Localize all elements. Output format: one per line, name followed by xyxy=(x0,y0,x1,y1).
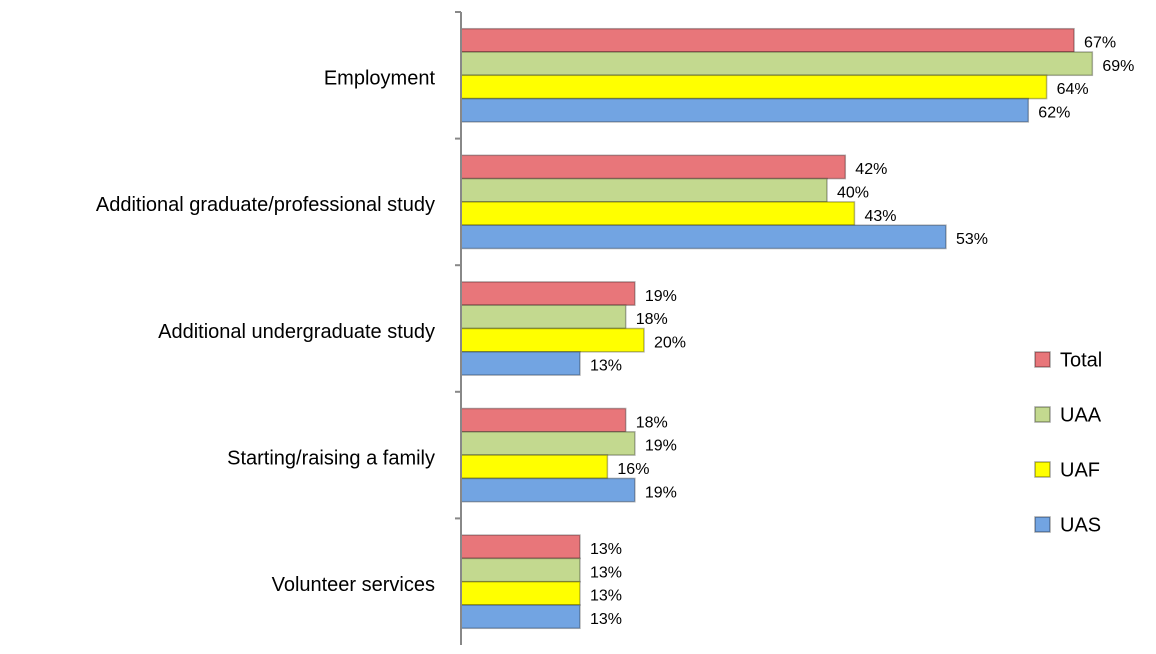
bar xyxy=(460,51,1094,77)
bar xyxy=(460,604,581,630)
value-label: 13% xyxy=(590,588,622,605)
legend-swatch xyxy=(1034,461,1051,478)
bar xyxy=(460,201,856,226)
value-label: 19% xyxy=(645,484,677,501)
bar xyxy=(460,74,1048,100)
legend-swatch xyxy=(1034,351,1051,368)
category-label: Starting/raising a family xyxy=(227,447,435,469)
legend-label: Total xyxy=(1060,349,1102,371)
bar xyxy=(460,154,847,180)
category-label: Additional graduate/professional study xyxy=(96,194,435,216)
category-label: Volunteer services xyxy=(272,574,435,596)
value-label: 19% xyxy=(645,438,677,455)
bar xyxy=(460,97,1030,123)
legend-label: UAA xyxy=(1060,404,1102,426)
bar xyxy=(460,454,609,480)
value-label: 19% xyxy=(645,288,677,305)
value-label: 13% xyxy=(590,611,622,628)
value-label: 13% xyxy=(590,564,622,581)
legend-swatch xyxy=(1034,406,1051,423)
value-label: 67% xyxy=(1084,35,1116,52)
value-label: 53% xyxy=(956,231,988,248)
bar xyxy=(460,557,581,583)
value-label: 18% xyxy=(636,311,668,328)
category-label: Additional undergraduate study xyxy=(158,321,435,343)
legend-label: UAF xyxy=(1060,459,1100,481)
value-label: 40% xyxy=(837,184,869,201)
bar xyxy=(460,224,947,250)
category-label: Employment xyxy=(324,68,436,90)
bar xyxy=(460,281,636,306)
bar xyxy=(460,477,636,503)
bar xyxy=(460,534,581,560)
value-label: 62% xyxy=(1038,104,1070,121)
value-label: 42% xyxy=(855,161,887,178)
bar xyxy=(460,431,636,456)
value-label: 43% xyxy=(864,208,896,225)
value-label: 69% xyxy=(1102,58,1134,75)
bar xyxy=(460,27,1075,53)
value-label: 64% xyxy=(1057,81,1089,98)
legend-label: UAS xyxy=(1060,514,1101,536)
legend-swatch xyxy=(1034,516,1051,533)
value-label: 13% xyxy=(590,358,622,375)
value-label: 16% xyxy=(617,461,649,478)
bar xyxy=(460,351,581,376)
value-label: 20% xyxy=(654,334,686,351)
bar xyxy=(460,177,828,203)
value-label: 18% xyxy=(636,414,668,431)
bar xyxy=(460,407,627,433)
value-label: 13% xyxy=(590,541,622,558)
bar xyxy=(460,304,627,330)
bar xyxy=(460,327,645,353)
bar xyxy=(460,580,581,606)
